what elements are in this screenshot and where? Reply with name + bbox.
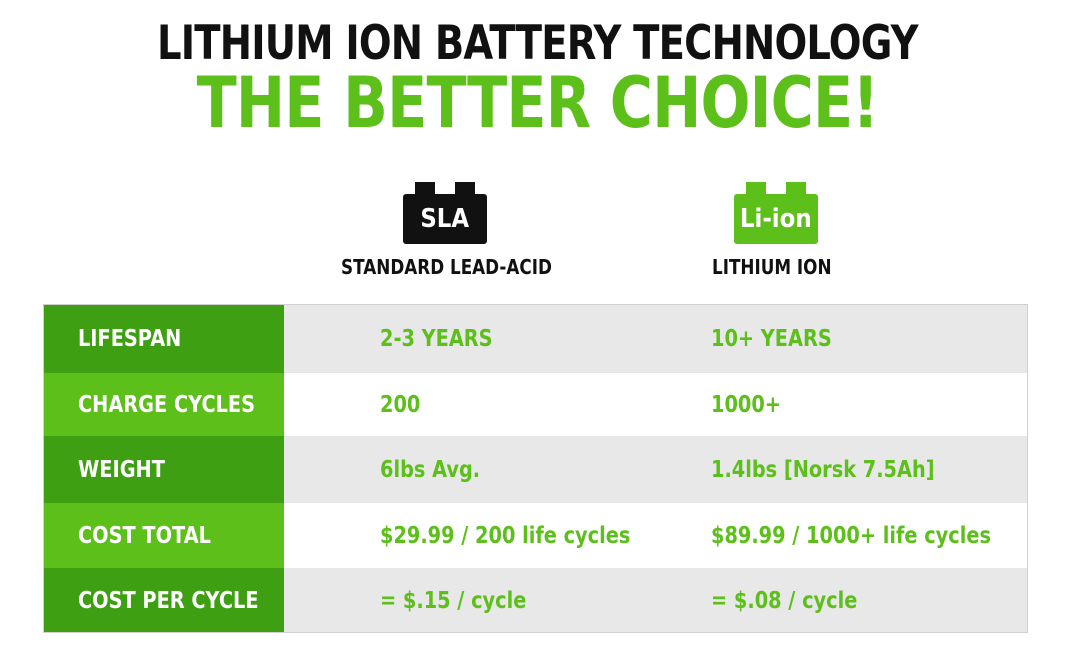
sla-column-label: STANDARD LEAD-ACID [341, 255, 552, 279]
comparison-table: LIFESPAN 2-3 YEARS 10+ YEARS CHARGE CYCL… [43, 304, 1028, 633]
table-row: COST TOTAL $29.99 / 200 life cycles $89.… [44, 503, 1027, 568]
sla-value-cell: = $.15 / cycle [380, 568, 554, 632]
battery-body: Li-ion [734, 194, 818, 244]
li-ion-value: 10+ YEARS [711, 326, 832, 352]
battery-body: SLA [403, 194, 487, 244]
li-ion-battery-icon: Li-ion [734, 182, 818, 244]
table-row: WEIGHT 6lbs Avg. 1.4lbs [Norsk 7.5Ah] [44, 436, 1027, 503]
li-ion-value-cell: = $.08 / cycle [711, 568, 885, 632]
row-values: 200 1000+ [284, 373, 1027, 436]
table-row: COST PER CYCLE = $.15 / cycle = $.08 / c… [44, 568, 1027, 632]
row-label: COST PER CYCLE [78, 588, 259, 614]
sla-value-cell: $29.99 / 200 life cycles [380, 503, 678, 568]
sla-value-cell: 200 [380, 373, 428, 436]
li-ion-value-cell: 10+ YEARS [711, 305, 855, 373]
row-label-cell: WEIGHT [44, 436, 284, 503]
li-ion-value: $89.99 / 1000+ life cycles [711, 522, 991, 549]
row-values: $29.99 / 200 life cycles $89.99 / 1000+ … [284, 503, 1027, 568]
table-row: LIFESPAN 2-3 YEARS 10+ YEARS [44, 305, 1027, 373]
title-line-1: LITHIUM ION BATTERY TECHNOLOGY [157, 16, 919, 71]
row-values: = $.15 / cycle = $.08 / cycle [284, 568, 1027, 632]
battery-terminal [415, 182, 435, 194]
battery-terminal [455, 182, 475, 194]
row-label: CHARGE CYCLES [78, 391, 256, 418]
li-ion-value: 1000+ [711, 391, 781, 418]
row-label-cell: COST PER CYCLE [44, 568, 284, 632]
sla-value-cell: 6lbs Avg. [380, 436, 499, 503]
li-ion-value-cell: 1.4lbs [Norsk 7.5Ah] [711, 436, 977, 503]
sla-value: = $.15 / cycle [380, 588, 527, 614]
sla-value-cell: 2-3 YEARS [380, 305, 514, 373]
sla-value: 200 [380, 391, 421, 418]
sla-badge-label: SLA [420, 204, 470, 234]
sla-value: 6lbs Avg. [380, 456, 481, 483]
battery-terminal [746, 182, 766, 194]
li-ion-value: 1.4lbs [Norsk 7.5Ah] [711, 456, 935, 483]
li-ion-badge-label: Li-ion [740, 204, 812, 234]
li-ion-value: = $.08 / cycle [711, 588, 858, 614]
row-label: COST TOTAL [78, 522, 211, 549]
li-ion-value-cell: $89.99 / 1000+ life cycles [711, 503, 1027, 568]
sla-battery-icon: SLA [403, 182, 487, 244]
table-row: CHARGE CYCLES 200 1000+ [44, 373, 1027, 436]
li-ion-column-label: LITHIUM ION [712, 255, 832, 279]
title-line-2: THE BETTER CHOICE! [196, 62, 880, 144]
row-values: 2-3 YEARS 10+ YEARS [284, 305, 1027, 373]
row-label: WEIGHT [78, 456, 165, 483]
row-label-cell: COST TOTAL [44, 503, 284, 568]
row-label-cell: CHARGE CYCLES [44, 373, 284, 436]
battery-terminal [786, 182, 806, 194]
sla-value: $29.99 / 200 life cycles [380, 522, 631, 549]
li-ion-value-cell: 1000+ [711, 373, 794, 436]
sla-value: 2-3 YEARS [380, 326, 493, 352]
row-label: LIFESPAN [78, 326, 182, 352]
row-label-cell: LIFESPAN [44, 305, 284, 373]
row-values: 6lbs Avg. 1.4lbs [Norsk 7.5Ah] [284, 436, 1027, 503]
